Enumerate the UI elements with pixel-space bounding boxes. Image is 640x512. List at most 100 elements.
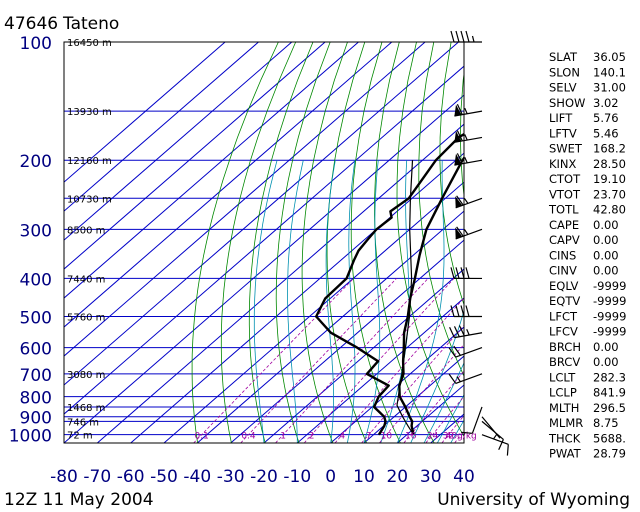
pressure-label: 700 [20, 366, 52, 386]
wind-barb [454, 130, 483, 143]
index-name: LCLT [549, 370, 576, 384]
wind-barb [448, 373, 483, 384]
height-label: 5760 m [67, 312, 105, 323]
isotherm-line [64, 42, 393, 328]
source-label: University of Wyoming [437, 490, 630, 510]
index-name: CAPE [549, 218, 579, 232]
moist-adiabat-line [410, 309, 464, 443]
index-value: 5688. [593, 431, 626, 445]
wind-barb [481, 434, 509, 456]
wind-barb-flag [450, 30, 455, 43]
wind-barb [450, 267, 483, 280]
wind-barb-half-flag [464, 107, 468, 115]
mixing-ratio-line [275, 278, 429, 443]
plot-frame [63, 41, 465, 444]
isotherm-line [64, 42, 226, 183]
isotherm-line [64, 42, 459, 386]
height-label: 16450 m [67, 38, 112, 49]
height-label: 72 m [67, 431, 93, 442]
dry-adiabat-line [396, 42, 464, 438]
dry-adiabat-line [275, 42, 331, 443]
dry-adiabat-line [248, 42, 314, 443]
pressure-label: 100 [20, 34, 52, 54]
index-value: 0.00 [593, 233, 619, 247]
height-label: 8500 m [67, 225, 105, 236]
wind-barb-flag [465, 305, 470, 317]
dry-adiabat-line [301, 42, 348, 443]
index-value: 0.00 [593, 248, 619, 262]
wind-barb [454, 104, 483, 117]
wind-barb-flag [455, 305, 460, 317]
index-value: 168.2 [593, 142, 626, 156]
index-value: 282.3 [593, 370, 626, 384]
index-value: 23.70 [593, 187, 626, 201]
index-name: LCLP [549, 386, 577, 400]
wind-barb-pennant [454, 153, 462, 166]
temperature-tick-label: -50 [150, 467, 178, 487]
index-value: 0.00 [593, 264, 619, 278]
index-name: SHOW [549, 96, 585, 110]
index-value: 31.00 [593, 81, 626, 95]
temperature-tick-label: -70 [83, 467, 111, 487]
wind-barb-flag [449, 327, 455, 338]
index-name: LFCT [549, 309, 578, 323]
index-value: 841.9 [593, 386, 626, 400]
index-name: EQLV [549, 279, 578, 293]
index-value: 5.76 [593, 111, 619, 125]
wind-barb-staff [481, 416, 501, 439]
pressure-label: 300 [20, 221, 52, 241]
index-name: TOTL [548, 203, 579, 217]
mixing-ratio-line [193, 278, 354, 443]
index-name: EQTV [549, 294, 580, 308]
moist-adiabat-line [363, 160, 381, 443]
index-value: 42.80 [593, 203, 626, 217]
index-name: THCK [548, 431, 581, 445]
isotherm-line [64, 65, 464, 415]
index-name: BRCV [549, 355, 580, 369]
mixing-ratio-line [425, 395, 464, 443]
wind-barb-flag [448, 373, 457, 384]
temperature-tick-label: 40 [453, 467, 475, 487]
dry-adiabat-line [220, 42, 297, 443]
dry-adiabat-line [350, 42, 401, 443]
mixing-ratio-label: 7 [366, 432, 372, 442]
index-value: 8.75 [593, 416, 619, 430]
index-value: 0.00 [593, 355, 619, 369]
index-value: 28.50 [593, 157, 626, 171]
wind-barb-half-flag [492, 433, 498, 440]
dry-adiabat-line [418, 42, 464, 377]
wind-barb-pennant [454, 104, 462, 116]
wind-barb [448, 345, 483, 358]
mixing-ratio-line [303, 278, 455, 443]
mixing-ratio-label: 40g/kg [446, 432, 477, 442]
wind-barb-flag [460, 305, 465, 317]
wind-barb [450, 30, 482, 43]
indices-table: SLAT 36.05 SLON 140.1 SELV 31.00 SHOW 3.02 LIFT 5… [548, 50, 626, 461]
index-value: 0.00 [593, 340, 619, 354]
index-name: BRCH [549, 340, 581, 354]
isotherm-line [64, 42, 259, 212]
temperature-tick-label: -80 [50, 467, 78, 487]
wind-barb-flag [460, 30, 465, 43]
wind-barb [455, 195, 483, 209]
wind-barb-flag [498, 439, 504, 450]
height-label: 7440 m [67, 274, 105, 285]
mixing-ratio-line [240, 278, 397, 443]
index-name: VTOT [549, 187, 581, 201]
wind-barb-flag [465, 267, 470, 279]
index-name: SELV [549, 81, 577, 95]
moist-adiabat-line [253, 160, 278, 443]
wind-barb-flag [450, 267, 455, 279]
wind-barb-flag [456, 104, 463, 115]
wind-barb-staff [455, 228, 483, 240]
wind-barb [449, 325, 483, 339]
height-label: 746 m [67, 417, 99, 428]
mixing-ratio-label: 0.1 [195, 432, 209, 442]
wind-barb-staff [481, 434, 509, 445]
wind-barb-half-flag [463, 229, 469, 235]
isotherm-line [64, 42, 359, 299]
index-name: PWAT [549, 447, 582, 461]
isotherm-line [230, 239, 464, 443]
wind-barb-flag [456, 153, 463, 164]
